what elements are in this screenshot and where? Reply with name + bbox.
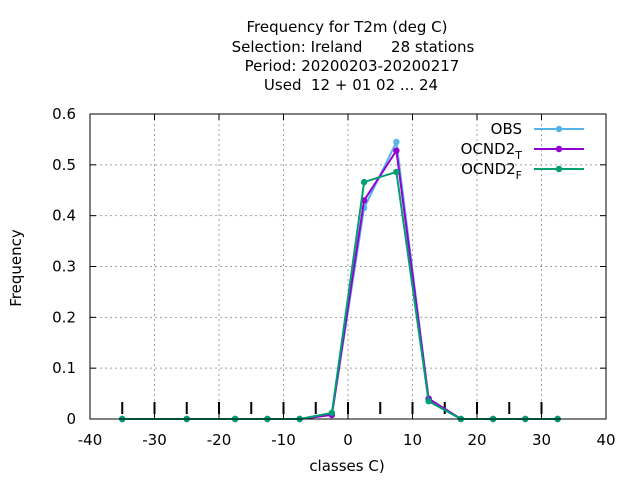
axis-ticks (89, 113, 607, 420)
x-tick-label-3: -10 (271, 431, 296, 449)
series-2-point-7 (393, 168, 400, 176)
x-tick-label-4: 0 (343, 431, 353, 449)
series-2-point-6 (360, 178, 368, 186)
x-tick-label-7: 30 (532, 431, 551, 449)
series-0-line (122, 138, 558, 420)
x-tick-label-6: 20 (467, 431, 486, 449)
y-tick-label-2: 0.2 (52, 308, 76, 326)
series-2-line (122, 170, 558, 420)
title-line-4: Used 12 + 01 02 ... 24 (264, 76, 438, 94)
y-tick-label-0: 0 (66, 410, 76, 428)
y-tick-label-6: 0.6 (52, 105, 76, 123)
y-tick-label-5: 0.5 (52, 156, 76, 174)
series-0 (119, 138, 561, 423)
legend-label-1: OCND2T (461, 140, 523, 162)
y-tick-label-1: 0.1 (52, 359, 76, 377)
legend-subscript-1: T (514, 149, 522, 162)
legend-entry-0: OBS (491, 120, 584, 138)
legend-entry-2: OCND2F (461, 160, 584, 182)
x-tick-label-0: -40 (78, 431, 103, 449)
x-axis-label: classes C) (309, 457, 384, 475)
series-1-point-7 (393, 147, 400, 154)
legend-marker-1 (555, 145, 563, 153)
legend-marker-0 (555, 125, 563, 133)
legend-label-0: OBS (491, 120, 522, 138)
title-line-1: Frequency for T2m (deg C) (247, 18, 448, 36)
legend-entry-1: OCND2T (461, 140, 584, 162)
x-tick-label-2: -20 (207, 431, 232, 449)
chart-title: Frequency for T2m (deg C) Selection: Ire… (232, 18, 475, 94)
series-2-point-5 (328, 409, 336, 417)
series-0-point-7 (393, 138, 400, 146)
title-line-2: Selection: Ireland 28 stations (232, 38, 475, 56)
y-axis-label: Frequency (7, 229, 25, 307)
x-tick-label-8: 40 (596, 431, 615, 449)
y-tick-label-4: 0.4 (52, 207, 76, 225)
legend-subscript-2: F (516, 169, 522, 182)
series-2 (119, 168, 561, 423)
x-tick-label-5: 10 (403, 431, 422, 449)
legend-label-2: OCND2F (461, 160, 522, 182)
series-1-line (122, 147, 558, 420)
grid (90, 114, 606, 419)
x-tick-label-1: -30 (142, 431, 167, 449)
y-tick-label-3: 0.3 (52, 258, 76, 276)
series-1 (119, 147, 561, 423)
tick-labels: -40 -30 -20 -10 0 10 20 30 40 0 0.1 0.2 0.3 0.4 0.5 0.6 (52, 105, 615, 449)
series-lines (119, 138, 561, 423)
legend-marker-2 (555, 165, 563, 173)
series-2-point-8 (425, 398, 432, 405)
class-marks (121, 402, 543, 414)
title-line-3: Period: 20200203-20200217 (245, 57, 460, 75)
